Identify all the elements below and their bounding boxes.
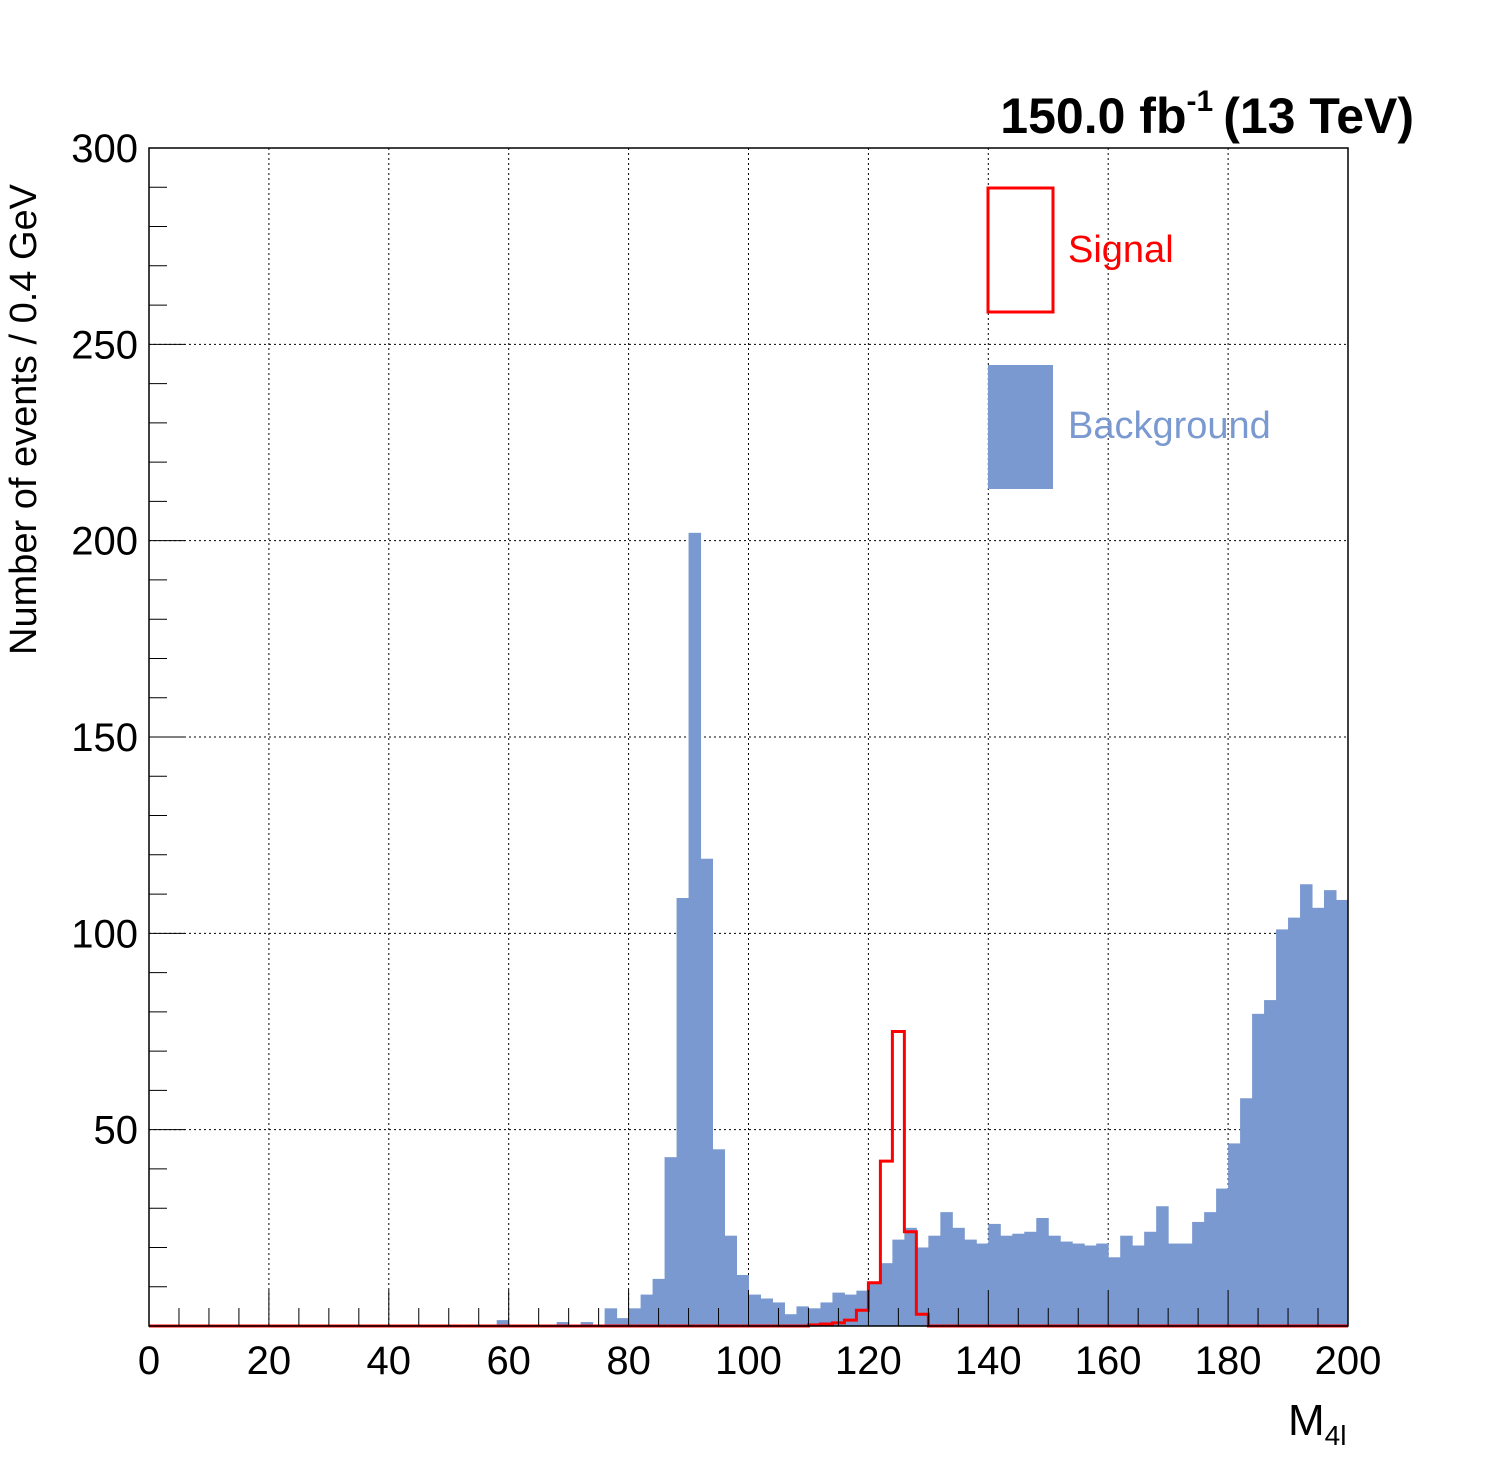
chart-luminosity-label: 150.0 fb-1 (13 TeV): [1000, 85, 1414, 144]
background-bar: [628, 1308, 642, 1326]
background-bar: [1120, 1235, 1133, 1326]
background-bar: [844, 1294, 857, 1326]
background-bar: [892, 1239, 905, 1326]
background-bar: [1060, 1241, 1073, 1326]
x-tick-label: 80: [606, 1339, 651, 1383]
background-bar: [1240, 1098, 1253, 1326]
background-bar: [868, 1282, 881, 1326]
background-bar: [1096, 1243, 1109, 1326]
background-bar: [700, 858, 714, 1326]
background-bar: [1324, 890, 1337, 1326]
background-bar: [796, 1306, 809, 1326]
background-bar: [664, 1157, 678, 1326]
background-bar: [940, 1212, 953, 1326]
background-bar: [1288, 917, 1301, 1326]
background-bar: [1072, 1243, 1085, 1326]
x-axis-title: M4l: [1288, 1396, 1346, 1451]
background-bar: [976, 1243, 989, 1326]
legend-signal-swatch: [986, 186, 1055, 314]
background-bar: [712, 1149, 726, 1326]
background-bar: [1168, 1243, 1181, 1326]
background-histogram: [496, 532, 1349, 1326]
background-bar: [1084, 1245, 1097, 1326]
background-bar: [784, 1314, 797, 1326]
background-bar: [580, 1322, 594, 1326]
x-tick-label: 60: [486, 1339, 531, 1383]
grid-lines: [149, 148, 1348, 1326]
background-bar: [1336, 899, 1349, 1326]
y-tick-label: 100: [71, 912, 138, 956]
background-bar: [880, 1263, 893, 1326]
background-bar: [1024, 1231, 1037, 1326]
x-tick-label: 0: [138, 1339, 160, 1383]
background-bar: [496, 1320, 510, 1326]
background-bar: [676, 897, 690, 1326]
background-bar: [904, 1227, 917, 1326]
x-tick-label: 20: [247, 1339, 292, 1383]
legend-signal-label: Signal: [1068, 229, 1174, 271]
background-bar: [952, 1227, 965, 1326]
y-axis-title: Number of events / 0.4 GeV: [3, 183, 45, 655]
background-bar: [760, 1298, 773, 1326]
background-bar: [604, 1308, 618, 1326]
background-bar: [556, 1322, 570, 1326]
background-bar: [652, 1278, 666, 1326]
background-bar: [616, 1318, 630, 1326]
background-bar: [964, 1239, 977, 1326]
axis-ticks: [148, 186, 1349, 1326]
y-tick-label: 300: [71, 127, 138, 171]
background-bar: [916, 1247, 929, 1326]
background-bar: [820, 1302, 833, 1326]
background-bar: [1036, 1218, 1049, 1326]
background-bar: [1144, 1231, 1157, 1326]
background-bar: [856, 1290, 869, 1326]
y-tick-label: 200: [71, 520, 138, 564]
background-bar: [1264, 1000, 1277, 1326]
background-bar: [1276, 929, 1289, 1326]
background-bar: [1252, 1013, 1265, 1326]
background-bar: [1132, 1245, 1145, 1326]
x-tick-label: 40: [367, 1339, 412, 1383]
y-tick-label: 50: [94, 1109, 139, 1153]
x-tick-label: 140: [955, 1339, 1022, 1383]
legend: Signal Background: [986, 186, 1271, 489]
background-bar: [736, 1274, 749, 1326]
background-bar: [1012, 1233, 1025, 1326]
background-bar: [928, 1235, 941, 1326]
background-bar: [988, 1223, 1001, 1326]
y-tick-label: 150: [71, 716, 138, 760]
background-bar: [1108, 1257, 1121, 1326]
x-tick-label: 200: [1315, 1339, 1382, 1383]
background-bar: [724, 1235, 738, 1326]
axis-tick-labels: 0 20 40 60 80 100 120 140 160 180 200 50 100 150 200 25…: [71, 127, 1381, 1383]
background-bar: [1156, 1206, 1169, 1326]
background-bar: [640, 1294, 654, 1326]
x-tick-label: 180: [1195, 1339, 1262, 1383]
background-bar: [1000, 1235, 1013, 1326]
background-bar: [1228, 1143, 1241, 1326]
background-bar: [1216, 1188, 1229, 1326]
y-tick-label: 250: [71, 323, 138, 367]
background-bar: [1312, 907, 1325, 1326]
x-tick-label: 120: [835, 1339, 902, 1383]
x-tick-label: 100: [715, 1339, 782, 1383]
background-bar: [808, 1308, 821, 1326]
background-bar: [748, 1294, 761, 1326]
background-bar: [1180, 1243, 1193, 1326]
background-bar: [688, 532, 702, 1326]
background-bar: [1300, 884, 1313, 1326]
background-bar: [1204, 1212, 1217, 1326]
legend-background-label: Background: [1068, 405, 1271, 447]
x-tick-label: 160: [1075, 1339, 1142, 1383]
background-bar: [1048, 1235, 1061, 1326]
background-bar: [1192, 1221, 1205, 1326]
legend-background-swatch: [988, 365, 1053, 489]
